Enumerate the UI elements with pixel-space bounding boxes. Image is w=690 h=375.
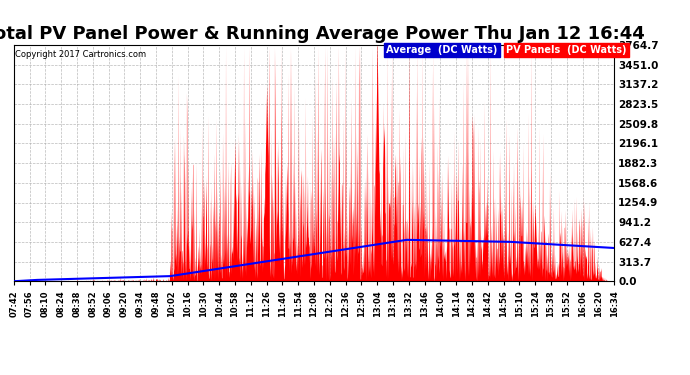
- Text: Average  (DC Watts): Average (DC Watts): [386, 45, 497, 55]
- Title: Total PV Panel Power & Running Average Power Thu Jan 12 16:44: Total PV Panel Power & Running Average P…: [0, 26, 644, 44]
- Text: PV Panels  (DC Watts): PV Panels (DC Watts): [506, 45, 627, 55]
- Text: Copyright 2017 Cartronics.com: Copyright 2017 Cartronics.com: [15, 50, 146, 59]
